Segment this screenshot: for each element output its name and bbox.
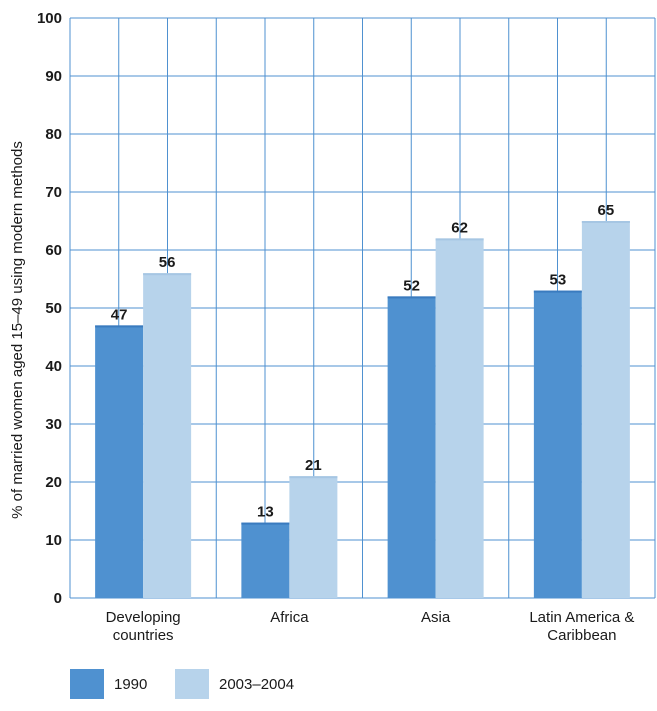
bar-top-edge: [581, 221, 630, 223]
bar-top-edge: [289, 476, 338, 479]
y-tick-label: 100: [37, 10, 62, 27]
y-tick-labels: 0 10 20 30 40 50 60 70 80 90 100: [37, 10, 62, 607]
data-label: 65: [598, 202, 615, 219]
bar-top-edge: [533, 290, 582, 293]
y-tick-label: 60: [45, 242, 62, 259]
bar-2003-2004-2: [435, 238, 484, 598]
data-labels: 47 56 13 21 52 62 53 65: [111, 202, 614, 521]
bar-top-edge: [95, 325, 144, 328]
category-label: Africa: [270, 609, 309, 626]
bars: [95, 221, 630, 598]
bar-2003-2004-3: [581, 221, 630, 598]
category-label: Asia: [421, 609, 451, 626]
y-tick-label: 0: [54, 590, 62, 607]
bar-1990-1: [241, 522, 290, 598]
data-label: 62: [451, 219, 468, 236]
bar-1990-0: [95, 325, 144, 598]
y-tick-label: 30: [45, 416, 62, 433]
category-label: Latin America & Caribbean: [529, 609, 634, 644]
bar-2003-2004-0: [143, 273, 192, 598]
bar-top-edge: [241, 522, 290, 525]
y-tick-label: 50: [45, 300, 62, 317]
data-label: 56: [159, 254, 176, 271]
y-tick-label: 20: [45, 474, 62, 491]
legend-label: 1990: [114, 676, 147, 693]
bar-2003-2004-1: [289, 476, 338, 598]
y-tick-label: 80: [45, 126, 62, 143]
data-label: 47: [111, 306, 128, 323]
bar-1990-2: [387, 296, 436, 598]
bar-1990-3: [533, 290, 582, 598]
category-labels: Developing countries Africa Asia Latin Ameri…: [106, 609, 635, 644]
y-tick-label: 40: [45, 358, 62, 375]
y-tick-label: 10: [45, 532, 62, 549]
bar-top-edge: [387, 296, 436, 299]
category-label: Developing countries: [106, 609, 181, 644]
bar-top-edge: [143, 273, 192, 276]
data-label: 21: [305, 457, 322, 474]
data-label: 53: [550, 272, 567, 289]
bar-top-edge: [435, 238, 484, 241]
y-tick-label: 90: [45, 68, 62, 85]
legend: 1990 2003–2004: [70, 669, 294, 699]
legend-swatch: [175, 669, 209, 699]
legend-label: 2003–2004: [219, 676, 294, 693]
legend-swatch: [70, 669, 104, 699]
data-label: 52: [403, 277, 420, 294]
data-label: 13: [257, 504, 274, 521]
y-axis-title: % of married women aged 15–49 using mode…: [9, 141, 26, 519]
y-tick-label: 70: [45, 184, 62, 201]
